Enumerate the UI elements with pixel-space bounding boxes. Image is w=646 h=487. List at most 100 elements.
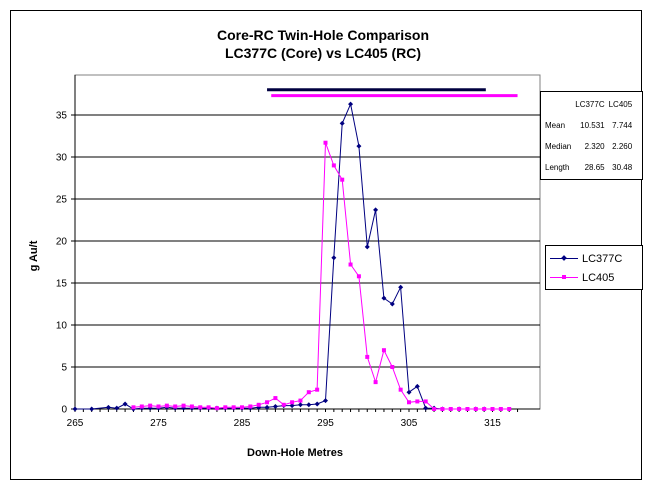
legend-item-lc377c: LC377C	[550, 251, 622, 267]
data-point-lc405	[231, 405, 236, 410]
y-tick-label: 0	[61, 405, 67, 416]
stats-header-blank	[543, 94, 573, 115]
data-point-lc405	[465, 407, 470, 411]
x-tick-label: 295	[317, 418, 334, 429]
data-point-lc405	[448, 407, 453, 411]
data-point-lc405	[214, 406, 219, 411]
y-tick-label: 30	[56, 153, 68, 164]
x-tick-label: 285	[234, 418, 251, 429]
x-tick-label: 315	[484, 418, 501, 429]
data-point-lc405	[290, 400, 295, 405]
y-tick-label: 5	[61, 363, 67, 374]
data-point-lc377c	[264, 404, 270, 410]
data-point-lc377c	[314, 401, 320, 407]
data-point-lc377c	[297, 402, 303, 408]
data-point-lc405	[139, 404, 144, 409]
stats-header-row: LC377C LC405	[543, 94, 634, 115]
data-point-lc405	[240, 405, 244, 410]
plot-border	[74, 74, 541, 410]
stats-label: Mean	[545, 121, 566, 130]
stats-label: Median	[545, 142, 572, 151]
data-point-lc405	[248, 404, 253, 409]
y-tick-label: 10	[56, 321, 68, 332]
stats-header-lc377c: LC377C	[575, 100, 605, 109]
x-tick-label: 265	[67, 418, 84, 429]
data-point-lc405	[198, 405, 203, 410]
legend-swatch-lc377c	[550, 253, 578, 265]
data-point-lc405	[365, 354, 370, 359]
data-point-lc405	[356, 274, 361, 279]
stats-label: Length	[545, 163, 570, 172]
data-point-lc405	[256, 402, 261, 407]
data-point-lc405	[131, 405, 136, 410]
stats-row-mean: Mean 10.531 7.744	[543, 115, 634, 136]
stats-value: 30.48	[612, 163, 633, 172]
stats-value: 28.65	[584, 163, 605, 172]
data-point-lc405	[423, 399, 428, 404]
data-point-lc405	[432, 407, 437, 411]
y-tick-label: 35	[56, 111, 68, 122]
chart-legend: LC377C LC405	[545, 245, 643, 290]
data-point-lc405	[181, 403, 186, 408]
legend-label-lc377c: LC377C	[582, 253, 623, 265]
stats-value: 2.260	[612, 142, 633, 151]
data-point-lc405	[340, 177, 345, 182]
data-point-lc377c	[414, 383, 420, 389]
data-point-lc377c	[331, 255, 337, 261]
data-point-lc377c	[356, 143, 362, 149]
data-point-lc405	[498, 407, 503, 411]
data-point-lc377c	[272, 403, 278, 409]
data-point-lc405	[473, 407, 478, 411]
data-point-lc377c	[289, 403, 295, 409]
data-point-lc377c	[323, 398, 328, 404]
data-point-lc405	[173, 404, 178, 409]
x-tick-label: 305	[401, 418, 418, 429]
data-point-lc405	[482, 407, 487, 411]
legend-item-lc405: LC405	[550, 270, 614, 286]
data-point-lc405	[148, 403, 153, 408]
data-point-lc377c	[72, 406, 78, 412]
y-tick-label: 20	[56, 237, 68, 248]
data-point-lc377c	[122, 401, 128, 407]
plot-area: 0 5 10 15 20 25 30 35 265 275 285 295 305 315	[56, 74, 541, 429]
data-point-lc405	[265, 400, 270, 405]
data-point-lc405	[223, 405, 228, 410]
data-point-lc377c	[348, 101, 354, 107]
data-point-lc405	[457, 407, 462, 411]
stats-value: 10.531	[580, 121, 605, 130]
data-point-lc377c	[373, 207, 379, 213]
data-point-lc405	[507, 407, 512, 411]
data-point-lc377c	[105, 404, 111, 410]
data-point-lc405	[490, 407, 495, 411]
data-point-lc377c	[306, 402, 312, 408]
y-axis-title: g Au/t	[28, 240, 40, 271]
data-point-lc405	[415, 399, 420, 404]
legend-label-lc405: LC405	[582, 272, 615, 284]
stats-row-median: Median 2.320 2.260	[543, 136, 634, 157]
data-point-lc405	[398, 387, 403, 392]
data-point-lc405	[206, 405, 211, 410]
data-point-lc377c	[381, 295, 387, 301]
data-point-lc405	[306, 390, 311, 395]
data-point-lc377c	[364, 244, 370, 250]
data-point-lc405	[164, 403, 169, 408]
data-point-lc377c	[406, 389, 412, 395]
data-point-lc405	[273, 396, 278, 401]
data-point-lc377c	[389, 301, 395, 307]
data-point-lc405	[298, 398, 303, 403]
stats-value: 2.320	[584, 142, 605, 151]
data-point-lc377c	[339, 120, 345, 126]
series-line-lc377c	[75, 102, 485, 410]
x-tick-label: 275	[150, 418, 167, 429]
data-point-lc377c	[89, 406, 95, 412]
chart-title-line-1: Core-RC Twin-Hole Comparison	[217, 27, 429, 43]
data-point-lc405	[315, 387, 320, 392]
stats-table: LC377C LC405 Mean 10.531 7.744 Median 2.…	[540, 91, 643, 180]
data-point-lc405	[407, 400, 411, 405]
data-point-lc405	[189, 404, 194, 409]
data-point-lc405	[323, 140, 328, 145]
stats-header-lc405: LC405	[608, 100, 633, 109]
stats-row-length: Length 28.65 30.48	[543, 157, 634, 178]
data-point-lc405	[390, 365, 395, 369]
